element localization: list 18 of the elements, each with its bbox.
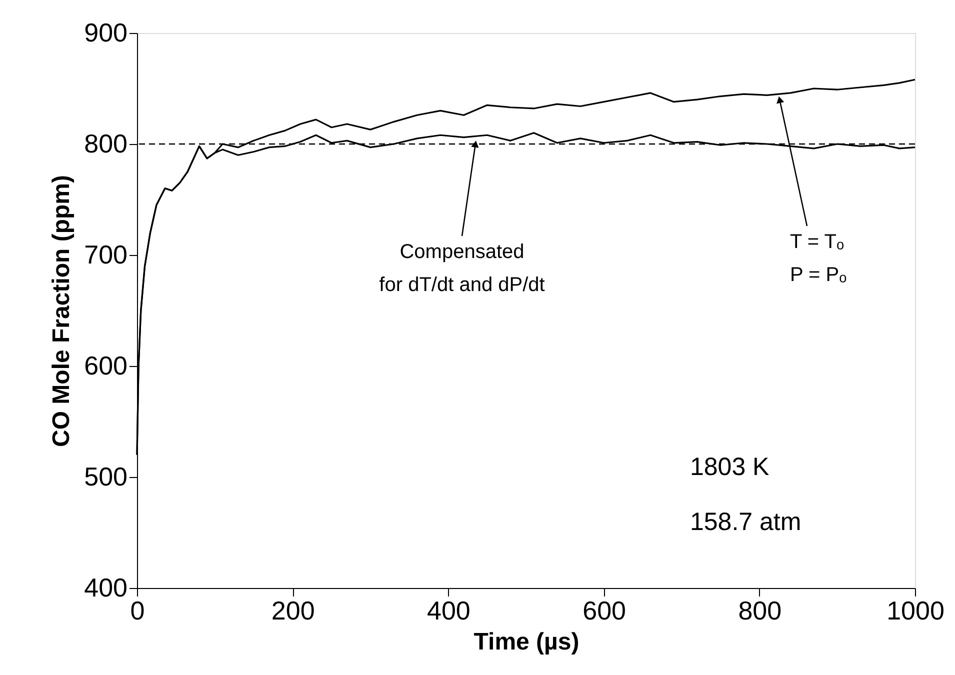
x-tick-label: 400	[427, 596, 470, 626]
x-axis-title: Time (µs)	[474, 628, 580, 656]
x-tick-label: 600	[582, 596, 626, 626]
x-tick-label: 200	[271, 596, 315, 626]
x-tick-label: 0	[130, 596, 145, 626]
y-tick-label: 600	[84, 350, 128, 380]
y-axis-title: CO Mole Fraction (ppm)	[48, 175, 76, 447]
x-tick-label: 1000	[886, 596, 944, 626]
annotation: T = Tₒ P = Pₒ	[790, 231, 847, 286]
y-tick-label: 800	[84, 128, 128, 158]
y-tick-label: 700	[84, 240, 128, 270]
y-tick-label: 900	[84, 18, 128, 48]
annotation: Compensated for dT/dt and dP/dt	[379, 241, 546, 296]
y-tick-label: 500	[84, 462, 128, 492]
annotation: 1803 K	[690, 453, 770, 481]
x-tick-label: 800	[738, 596, 782, 626]
annotation: 158.7 atm	[690, 508, 802, 536]
y-tick-label: 400	[84, 572, 128, 602]
